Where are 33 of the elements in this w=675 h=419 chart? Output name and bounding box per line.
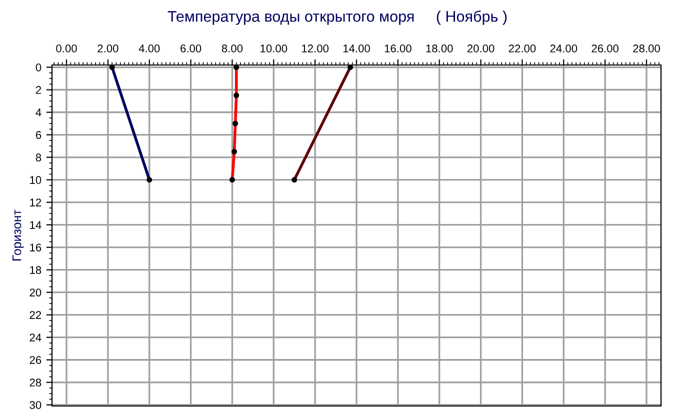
y-tick-label: 26 — [30, 356, 42, 364]
x-tick-label: 10.00 — [260, 44, 288, 52]
y-tick-label: 8 — [36, 154, 42, 162]
y-tick-label: 24 — [30, 334, 42, 342]
y-axis-title: Горизонт — [12, 210, 24, 260]
y-tick-label: 30 — [30, 401, 42, 410]
x-tick-label: 26.00 — [592, 44, 619, 52]
y-tick-label: 28 — [30, 378, 42, 386]
x-tick-label: 6.00 — [180, 44, 202, 52]
y-tick-label: 4 — [36, 108, 42, 116]
x-tick-label: 28.00 — [633, 44, 660, 52]
x-tick-label: 16.00 — [384, 44, 412, 52]
y-tick-label: 2 — [36, 86, 42, 94]
y-tick-label: 0 — [36, 64, 42, 72]
y-tick-label: 18 — [30, 266, 42, 274]
chart-title: Температура воды открытого моря ( Ноябрь ) — [168, 10, 507, 25]
x-tick-label: 0.00 — [56, 44, 77, 52]
y-tick-label: 22 — [30, 311, 42, 319]
x-tick-label: 20.00 — [467, 44, 494, 52]
x-tick-label: 18.00 — [426, 44, 453, 52]
y-tick-label: 6 — [36, 131, 42, 139]
y-tick-label: 16 — [30, 244, 42, 252]
x-tick-label: 4.00 — [138, 44, 160, 52]
x-tick-label: 2.00 — [98, 44, 118, 52]
x-tick-label: 24.00 — [550, 44, 578, 52]
x-tick-label: 14.00 — [343, 44, 370, 52]
y-tick-label: 14 — [30, 221, 42, 229]
y-tick-label: 12 — [30, 198, 42, 206]
y-tick-label: 10 — [30, 176, 42, 184]
x-tick-label: 22.00 — [508, 44, 536, 52]
y-tick-label: 20 — [30, 288, 42, 296]
x-tick-label: 12.00 — [302, 44, 329, 52]
x-tick-label: 8.00 — [222, 44, 243, 52]
